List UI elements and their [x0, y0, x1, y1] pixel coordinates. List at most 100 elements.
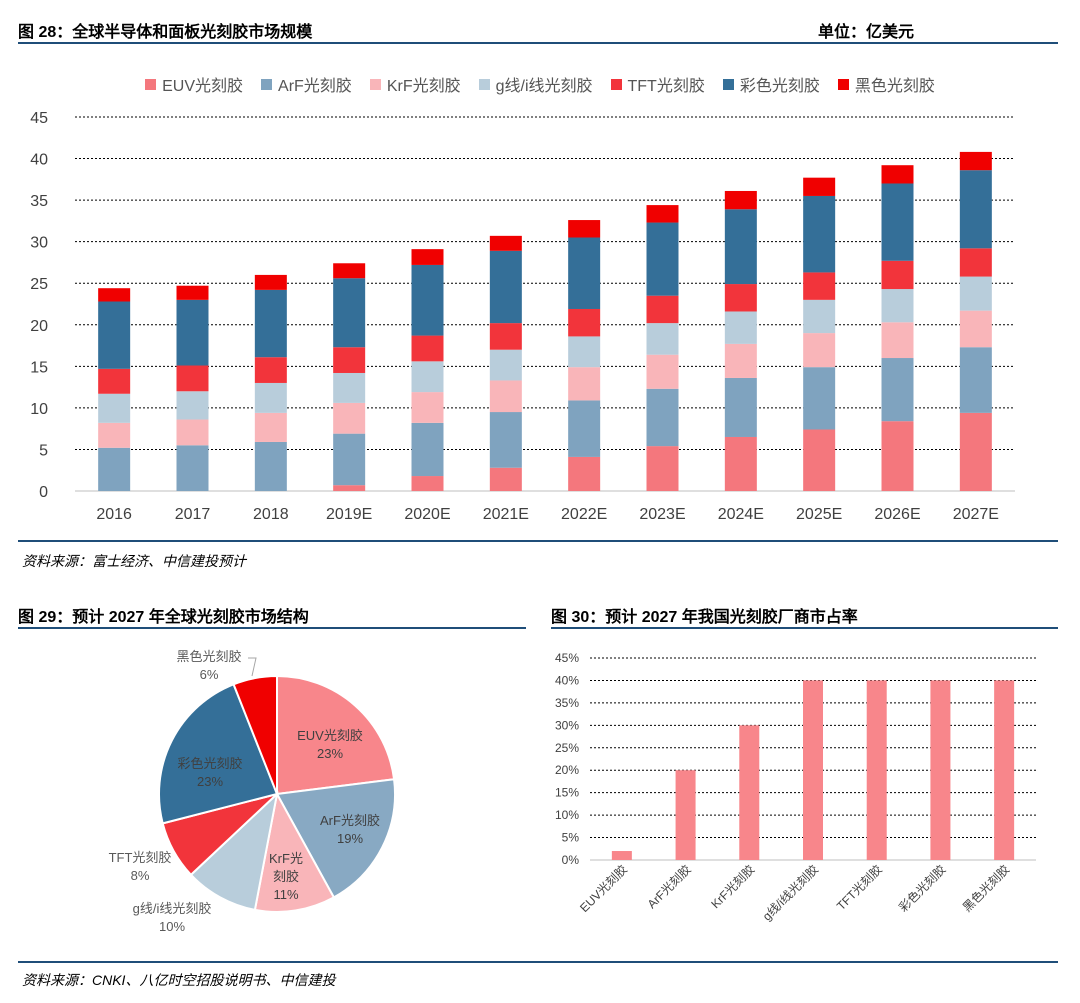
bar-segment — [333, 372, 366, 403]
fig29-header: 图 29：预计 2027 年全球光刻胶市场结构 — [18, 609, 309, 626]
bar-segment — [881, 358, 914, 422]
x-tick-label: ArF光刻胶 — [644, 862, 694, 912]
bar — [739, 725, 760, 860]
bar — [930, 680, 951, 860]
fig30-header: 图 30：预计 2027 年我国光刻胶厂商市占率 — [551, 609, 858, 626]
bar-segment — [489, 235, 522, 251]
legend-label: KrF光刻胶 — [386, 78, 461, 95]
bar-segment — [411, 335, 444, 362]
pie-slice — [276, 674, 396, 796]
bar-segment — [881, 322, 914, 359]
fig28-stacked-bar-chart: 0 5 10 15 20 25 30 35 40 45 2016 2017 2018 2019E 2020E… — [30, 110, 1015, 523]
bottom-rule — [18, 961, 1058, 963]
bar-segment — [646, 354, 679, 389]
pie-label: 8% — [131, 868, 150, 883]
fig30-top-rule — [551, 627, 1058, 629]
fig28-top-rule — [18, 42, 1058, 44]
legend-label: 黑色光刻胶 — [854, 78, 935, 95]
y-tick-label: 5 — [39, 442, 48, 459]
bar — [994, 680, 1015, 860]
fig29-top-rule — [18, 627, 526, 629]
legend-label: 彩色光刻胶 — [739, 78, 820, 95]
bar — [611, 851, 632, 860]
bar-segment — [411, 392, 444, 423]
fig28-bottom-rule — [18, 540, 1058, 542]
y-tick-label: 5% — [562, 831, 580, 845]
x-tick-label: g线/i线光刻胶 — [759, 862, 821, 924]
x-tick-label: TFT光刻胶 — [833, 862, 885, 914]
bar-segment — [646, 323, 679, 355]
legend-item-3: g线/i线光刻胶 — [478, 72, 593, 96]
bar-segment — [803, 177, 836, 196]
y-tick-label: 40 — [30, 152, 48, 169]
bar-segment — [176, 419, 209, 446]
bar-segment — [959, 151, 992, 171]
pie-label: EUV光刻胶 — [297, 728, 363, 743]
legend-label: TFT光刻胶 — [627, 78, 705, 95]
bar-segment — [881, 260, 914, 290]
bar-segment — [176, 365, 209, 392]
bar-segment — [333, 278, 366, 348]
bar-segment — [959, 170, 992, 249]
legend-swatch — [478, 78, 490, 90]
pie-label: 23% — [317, 746, 343, 761]
fig29-pie-chart: EUV光刻胶 23% ArF光刻胶 19% KrF光刻胶 11% g线/i线光刻胶 10% TF… — [109, 649, 396, 934]
bar-segment — [724, 343, 757, 378]
bar-segment — [98, 368, 131, 394]
legend-swatch — [722, 78, 734, 90]
bar-segment — [724, 190, 757, 210]
bar-segment — [646, 205, 679, 223]
y-tick-label: 35 — [30, 193, 48, 210]
pie-slice — [189, 791, 279, 912]
legend-label: EUV光刻胶 — [162, 78, 244, 95]
bar-segment — [333, 263, 366, 279]
legend-swatch — [837, 78, 849, 90]
bar-segment — [489, 250, 522, 324]
bar — [866, 680, 887, 860]
x-tick-label: KrF光刻胶 — [708, 862, 758, 912]
pie-slice — [158, 682, 279, 825]
bar-segment — [724, 436, 757, 491]
y-tick-label: 25 — [30, 276, 48, 293]
bar-segment — [98, 422, 131, 448]
bar-segment — [254, 412, 287, 442]
pie-label: 刻胶 — [273, 869, 299, 884]
bar-segment — [254, 382, 287, 413]
bar-segment — [803, 195, 836, 273]
bar-segment — [176, 299, 209, 366]
x-tick-label: 2017 — [175, 506, 211, 523]
legend-label: ArF光刻胶 — [278, 78, 352, 95]
pie-label: 黑色光刻胶 — [176, 649, 241, 664]
bar-segment — [881, 165, 914, 184]
bar-segment — [881, 421, 914, 491]
pie-label: 彩色光刻胶 — [177, 756, 242, 771]
bar — [803, 680, 823, 860]
y-tick-label: 20 — [30, 318, 48, 335]
bar-segment — [568, 367, 601, 401]
legend-swatch — [145, 78, 157, 90]
bar-segment — [489, 412, 522, 468]
bar-segment — [411, 249, 444, 265]
bar-segment — [959, 412, 992, 491]
bar-segment — [959, 276, 992, 311]
bar-segment — [959, 347, 992, 413]
bar-segment — [803, 367, 836, 430]
x-tick-label: 2020E — [404, 506, 450, 523]
bar-segment — [724, 209, 757, 285]
bar-segment — [489, 349, 522, 381]
bar-segment — [411, 264, 444, 336]
bar-segment — [98, 288, 131, 302]
bar-segment — [646, 446, 679, 491]
bar-segment — [333, 402, 366, 434]
bar-segment — [803, 333, 836, 368]
bar-segment — [333, 433, 366, 486]
y-tick-label: 30 — [30, 235, 48, 252]
pie-label: 10% — [159, 919, 185, 934]
x-tick-label: EUV光刻胶 — [576, 862, 630, 916]
y-tick-label: 35% — [555, 696, 579, 710]
bar-segment — [568, 308, 601, 337]
leader-line — [248, 657, 257, 677]
bar-segment — [489, 467, 522, 491]
fig28-legend: EUV光刻胶 ArF光刻胶 KrF光刻胶 g线/i线光刻胶 TFT光刻胶 彩色光刻胶 黑色光… — [0, 72, 1080, 96]
bar-segment — [568, 336, 601, 368]
